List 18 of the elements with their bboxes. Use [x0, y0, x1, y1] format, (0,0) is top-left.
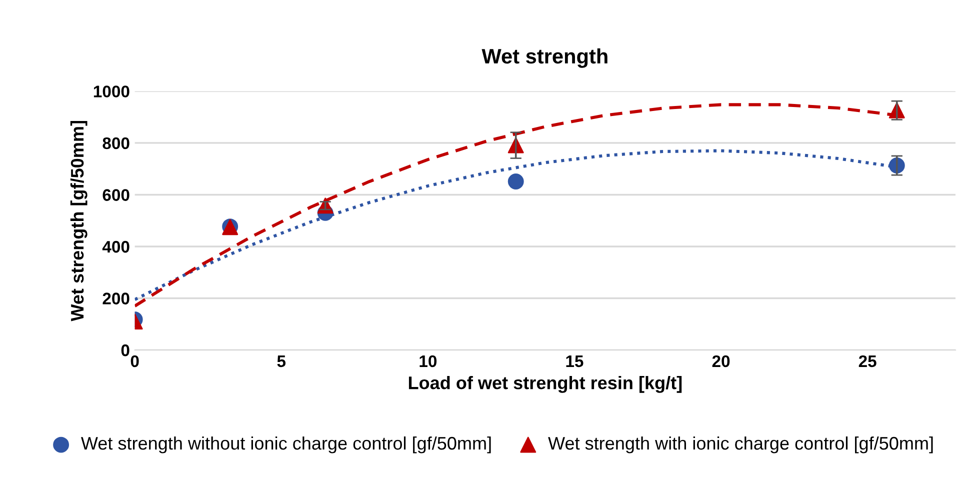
x-tick-label: 10: [420, 355, 437, 368]
x-tick-label: 25: [858, 355, 876, 368]
y-tick-label: 800: [102, 137, 130, 150]
x-tick-label: 5: [277, 356, 286, 368]
y-tick-label: 200: [102, 292, 130, 304]
x-tick-label: 0: [130, 355, 139, 368]
y-tick-label: 0: [121, 344, 130, 356]
x-axis-title: Load of wet strenght resin [kg/t]: [408, 376, 682, 393]
legend-label: Wet strength without ionic charge control [gf/50mm]: [80, 436, 491, 454]
chart-title: Wet strength: [482, 48, 608, 68]
x-tick-label: 20: [712, 355, 730, 368]
y-axis-title: Wet strength [gf/50mm]: [70, 120, 88, 322]
y-tick-label: 600: [102, 189, 130, 201]
y-tick-label: 1000: [94, 86, 130, 98]
legend-label: Wet strength with ionic charge control [gf/50mm]: [548, 436, 933, 454]
point: [508, 174, 524, 190]
y-tick-label: 400: [102, 240, 130, 253]
x-tick-label: 15: [566, 356, 584, 368]
